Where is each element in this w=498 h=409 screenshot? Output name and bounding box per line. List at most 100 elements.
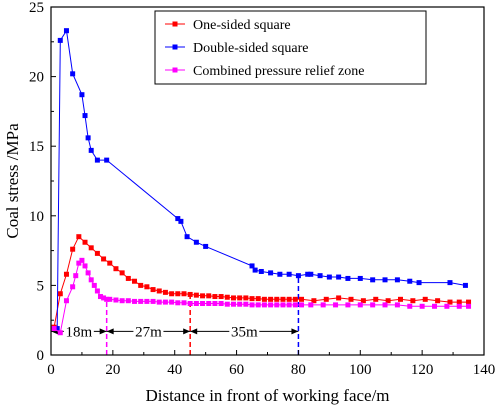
data-point <box>311 298 317 304</box>
data-point <box>249 296 255 302</box>
data-point <box>360 298 366 304</box>
data-point <box>308 302 314 308</box>
data-point <box>138 282 144 288</box>
annotation-arrowhead <box>106 328 114 335</box>
legend: One-sided square Double-sided square Combi… <box>154 10 427 85</box>
data-point <box>119 298 125 304</box>
series-group <box>51 257 472 336</box>
x-tick-label: 100 <box>349 362 372 378</box>
data-point <box>348 296 354 302</box>
data-point <box>435 298 441 304</box>
y-tick-label: 10 <box>29 209 44 225</box>
data-point <box>419 303 425 309</box>
data-point <box>104 157 110 163</box>
data-point <box>181 291 187 297</box>
data-point <box>323 296 329 302</box>
data-point <box>357 302 363 308</box>
data-point <box>73 273 79 279</box>
x-axis-title: Distance in front of working face/m <box>145 386 389 405</box>
data-point <box>187 300 193 306</box>
data-point <box>286 296 292 302</box>
data-point <box>357 275 363 281</box>
data-point <box>82 239 88 245</box>
data-point <box>113 297 119 303</box>
y-axis-title: Coal stress /MPa <box>3 123 22 239</box>
data-point <box>51 326 57 332</box>
x-tick-label: 60 <box>229 362 244 378</box>
annotation-label-bg <box>229 322 260 341</box>
data-point <box>218 300 224 306</box>
data-point <box>456 299 462 305</box>
y-tick-label: 0 <box>37 348 45 364</box>
data-point <box>224 301 230 307</box>
data-point <box>249 263 255 269</box>
data-point <box>156 299 162 305</box>
data-point <box>79 92 85 98</box>
data-point <box>326 274 332 280</box>
data-point <box>422 296 428 302</box>
data-point <box>107 260 113 266</box>
data-point <box>308 271 314 277</box>
data-point <box>466 303 472 309</box>
x-tick-label: 140 <box>473 362 496 378</box>
data-point <box>212 294 218 300</box>
y-tick-label: 15 <box>29 139 44 155</box>
data-point <box>97 294 103 300</box>
data-point <box>280 296 286 302</box>
data-point <box>292 302 298 308</box>
data-point <box>370 277 376 283</box>
data-point <box>94 250 100 256</box>
data-point <box>447 280 453 286</box>
legend-marker <box>172 67 178 73</box>
data-point <box>57 330 63 336</box>
data-point <box>178 218 184 224</box>
data-point <box>63 28 69 34</box>
data-point <box>249 302 255 308</box>
data-point <box>268 270 274 276</box>
data-point <box>91 282 97 288</box>
x-tick-label: 80 <box>291 362 306 378</box>
data-point <box>193 300 199 306</box>
data-point <box>336 274 342 280</box>
data-point <box>162 299 168 305</box>
data-point <box>299 302 305 308</box>
reference-lines <box>105 275 300 355</box>
data-point <box>212 300 218 306</box>
data-point <box>280 302 286 308</box>
data-point <box>237 301 243 307</box>
data-point <box>206 293 212 299</box>
data-point <box>462 282 468 288</box>
data-point <box>255 296 261 302</box>
data-point <box>76 234 82 240</box>
data-point <box>397 296 403 302</box>
data-point <box>317 273 323 279</box>
data-point <box>466 299 472 305</box>
data-point <box>268 302 274 308</box>
data-point <box>184 234 190 240</box>
data-point <box>193 239 199 245</box>
data-point <box>292 296 298 302</box>
data-point <box>305 271 311 277</box>
legend-label: One-sided square <box>193 18 291 33</box>
annotation-label-bg <box>63 322 94 341</box>
data-point <box>156 288 162 294</box>
data-point <box>132 298 138 304</box>
data-point <box>107 296 113 302</box>
data-point <box>94 157 100 163</box>
data-point <box>88 147 94 153</box>
data-point <box>101 256 107 262</box>
legend-label: Combined pressure relief zone <box>193 64 364 79</box>
data-point <box>57 291 63 297</box>
data-point <box>255 302 261 308</box>
data-point <box>70 284 76 290</box>
data-point <box>295 273 301 279</box>
data-point <box>258 268 264 274</box>
data-point <box>416 280 422 286</box>
x-tick-label: 120 <box>411 362 434 378</box>
data-point <box>203 243 209 249</box>
data-point <box>70 246 76 252</box>
data-point <box>63 271 69 277</box>
x-tick-label: 40 <box>167 362 182 378</box>
data-point <box>175 291 181 297</box>
